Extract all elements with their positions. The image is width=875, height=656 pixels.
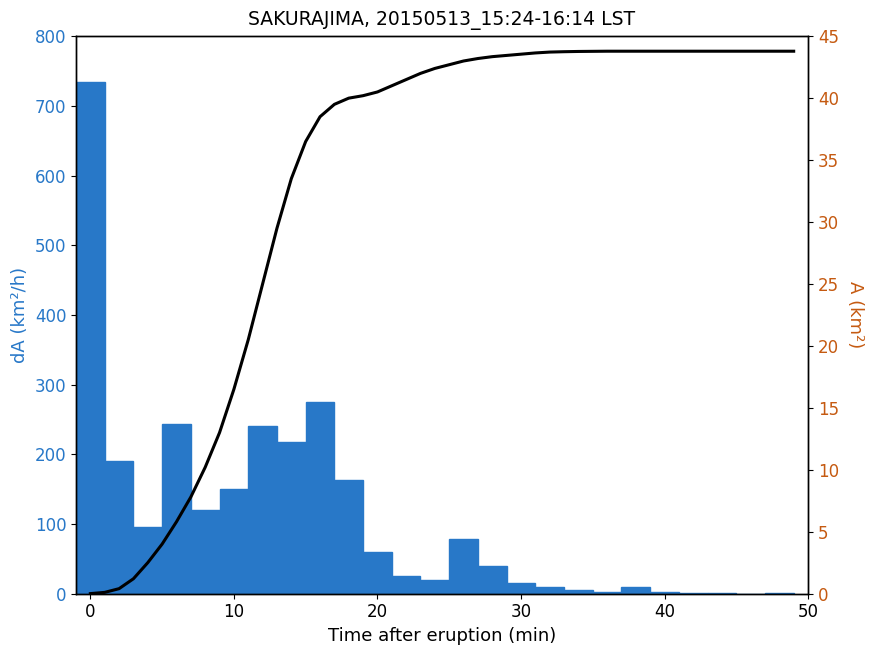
Bar [650, 592, 679, 594]
Bar [392, 576, 421, 594]
Bar [679, 593, 708, 594]
Bar [220, 489, 248, 594]
Bar [708, 593, 736, 594]
Bar [621, 587, 650, 594]
Bar [334, 480, 363, 594]
Bar [478, 565, 507, 594]
Bar [363, 552, 392, 594]
Bar [162, 424, 191, 594]
Bar [105, 461, 133, 594]
Bar [507, 583, 536, 594]
Bar [765, 593, 794, 594]
Bar [592, 592, 621, 594]
Bar [421, 580, 449, 594]
Bar [536, 586, 564, 594]
Bar [449, 539, 478, 594]
Bar [133, 527, 162, 594]
Bar [564, 590, 592, 594]
X-axis label: Time after eruption (min): Time after eruption (min) [328, 627, 556, 645]
Bar [277, 441, 305, 594]
Bar [305, 402, 334, 594]
Bar [191, 510, 220, 594]
Y-axis label: A (km²): A (km²) [846, 281, 864, 348]
Bar [76, 81, 105, 594]
Bar [248, 426, 277, 594]
Y-axis label: dA (km²/h): dA (km²/h) [11, 267, 29, 363]
Title: SAKURAJIMA, 20150513_15:24-16:14 LST: SAKURAJIMA, 20150513_15:24-16:14 LST [248, 11, 635, 30]
